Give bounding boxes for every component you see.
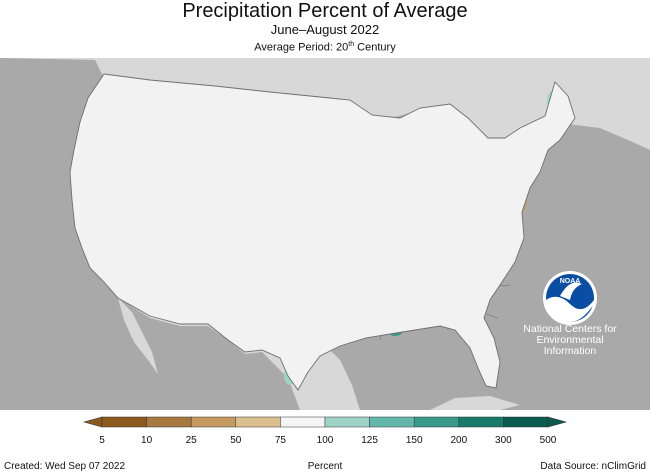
legend-unit-label: Percent [307, 461, 343, 472]
map-title: Precipitation Percent of Average [182, 0, 468, 22]
colorbar-bin [235, 416, 281, 428]
colorbar-arrow-low [82, 416, 103, 428]
average-period-label: Average Period: 20th Century [254, 41, 396, 54]
colorbar-tick-label: 10 [141, 435, 153, 446]
colorbar-bin [369, 416, 415, 428]
colorbar-tick-label: 75 [275, 435, 287, 446]
colorbar-tick-label: 500 [540, 435, 557, 446]
colorbar-tick-label: 50 [230, 435, 242, 446]
colorbar-tick-label: 150 [406, 435, 423, 446]
colorbar-bin [413, 416, 460, 428]
colorbar-bin [146, 416, 192, 428]
colorbar-tick-label: 125 [361, 435, 378, 446]
colorbar-bin [190, 416, 237, 428]
created-date: Created: Wed Sep 07 2022 [4, 461, 126, 472]
precipitation-map [0, 58, 650, 410]
colorbar-legend: 5 10 25 50 75 100 125 150 200 300 500 [82, 416, 568, 446]
ncei-label: National Centers for Environmental Infor… [523, 323, 617, 357]
colorbar-arrow-high [547, 416, 568, 428]
colorbar-tick-label: 5 [99, 435, 105, 446]
data-source: Data Source: nClimGrid [540, 461, 646, 472]
colorbar-bin [280, 416, 326, 428]
colorbar-tick-label: 25 [186, 435, 198, 446]
colorbar-tick-label: 300 [495, 435, 512, 446]
map-subtitle: June–August 2022 [270, 22, 380, 37]
colorbar-bin [324, 416, 370, 428]
colorbar-bin [458, 416, 504, 428]
cuba [430, 396, 520, 410]
colorbar-bin [101, 416, 147, 428]
colorbar-tick-label: 200 [450, 435, 467, 446]
svg-text:NOAA: NOAA [560, 278, 581, 285]
baja-peninsula [118, 298, 158, 374]
noaa-logo: NOAA [543, 271, 597, 325]
colorbar-bin [503, 416, 549, 428]
colorbar-tick-label: 100 [317, 435, 334, 446]
